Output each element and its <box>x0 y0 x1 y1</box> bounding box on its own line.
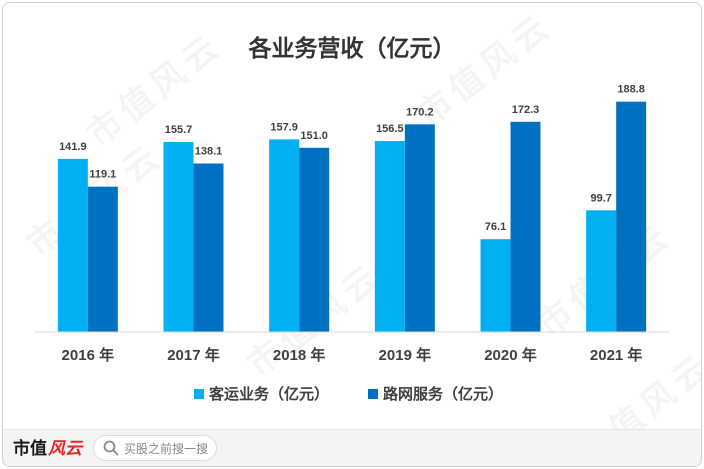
bar-series-0-2 <box>269 139 300 332</box>
value-label-series-0-5: 99.7 <box>590 192 611 204</box>
value-label-series-1-3: 170.2 <box>406 106 434 118</box>
bar-series-0-0 <box>57 158 88 332</box>
legend-swatch-1 <box>368 389 378 399</box>
value-label-series-1-4: 172.3 <box>512 104 540 116</box>
x-tick-label-1: 2017 年 <box>167 346 220 364</box>
search-icon <box>102 439 120 457</box>
x-tick-label-2: 2018 年 <box>273 346 326 364</box>
brand-logo[interactable]: 市值风云 <box>13 437 82 461</box>
search-placeholder: 买股之前搜一搜 <box>124 441 209 456</box>
logo-accent-text: 风云 <box>48 439 82 459</box>
x-tick-label-4: 2020 年 <box>484 346 537 364</box>
x-tick-label-0: 2016 年 <box>62 346 115 364</box>
value-label-series-0-3: 156.5 <box>376 123 404 135</box>
bar-series-1-5 <box>616 101 647 332</box>
value-label-series-1-2: 151.0 <box>300 130 328 142</box>
x-tick-labels-group: 2016 年 2017 年 2018 年 2019 年 2020 年 2021 年 <box>62 346 643 364</box>
value-label-series-0-2: 157.9 <box>270 121 298 133</box>
value-label-series-0-0: 141.9 <box>59 141 87 153</box>
legend-label-0: 客运业务（亿元） <box>208 385 329 403</box>
logo-main-text: 市值 <box>13 439 47 458</box>
x-tick-label-5: 2021 年 <box>590 346 643 364</box>
legend-label-1: 路网服务（亿元） <box>383 385 503 403</box>
value-label-series-0-1: 155.7 <box>165 124 193 136</box>
legend-swatch-0 <box>194 389 204 399</box>
bar-series-0-5 <box>586 210 617 332</box>
chart-title: 各业务营收（亿元） <box>248 35 456 61</box>
value-label-series-1-0: 119.1 <box>89 169 116 181</box>
bar-series-1-2 <box>299 147 330 332</box>
x-tick-label-3: 2019 年 <box>379 346 432 364</box>
bar-series-1-4 <box>510 121 541 332</box>
bar-series-0-4 <box>480 239 511 332</box>
value-label-series-1-5: 188.8 <box>617 84 645 96</box>
bar-series-1-3 <box>404 124 435 332</box>
footer-bar: 市值风云 买股之前搜一搜 <box>3 429 701 466</box>
value-label-series-0-4: 76.1 <box>485 221 506 233</box>
bar-series-1-1 <box>193 163 224 332</box>
bars-group <box>57 101 647 332</box>
bar-series-0-1 <box>163 142 194 332</box>
search-box[interactable]: 买股之前搜一搜 <box>93 435 217 461</box>
bar-series-1-0 <box>87 186 118 332</box>
value-label-series-1-1: 138.1 <box>195 146 223 158</box>
bar-series-0-3 <box>374 141 405 332</box>
legend: 客运业务（亿元） 路网服务（亿元） <box>194 385 503 403</box>
